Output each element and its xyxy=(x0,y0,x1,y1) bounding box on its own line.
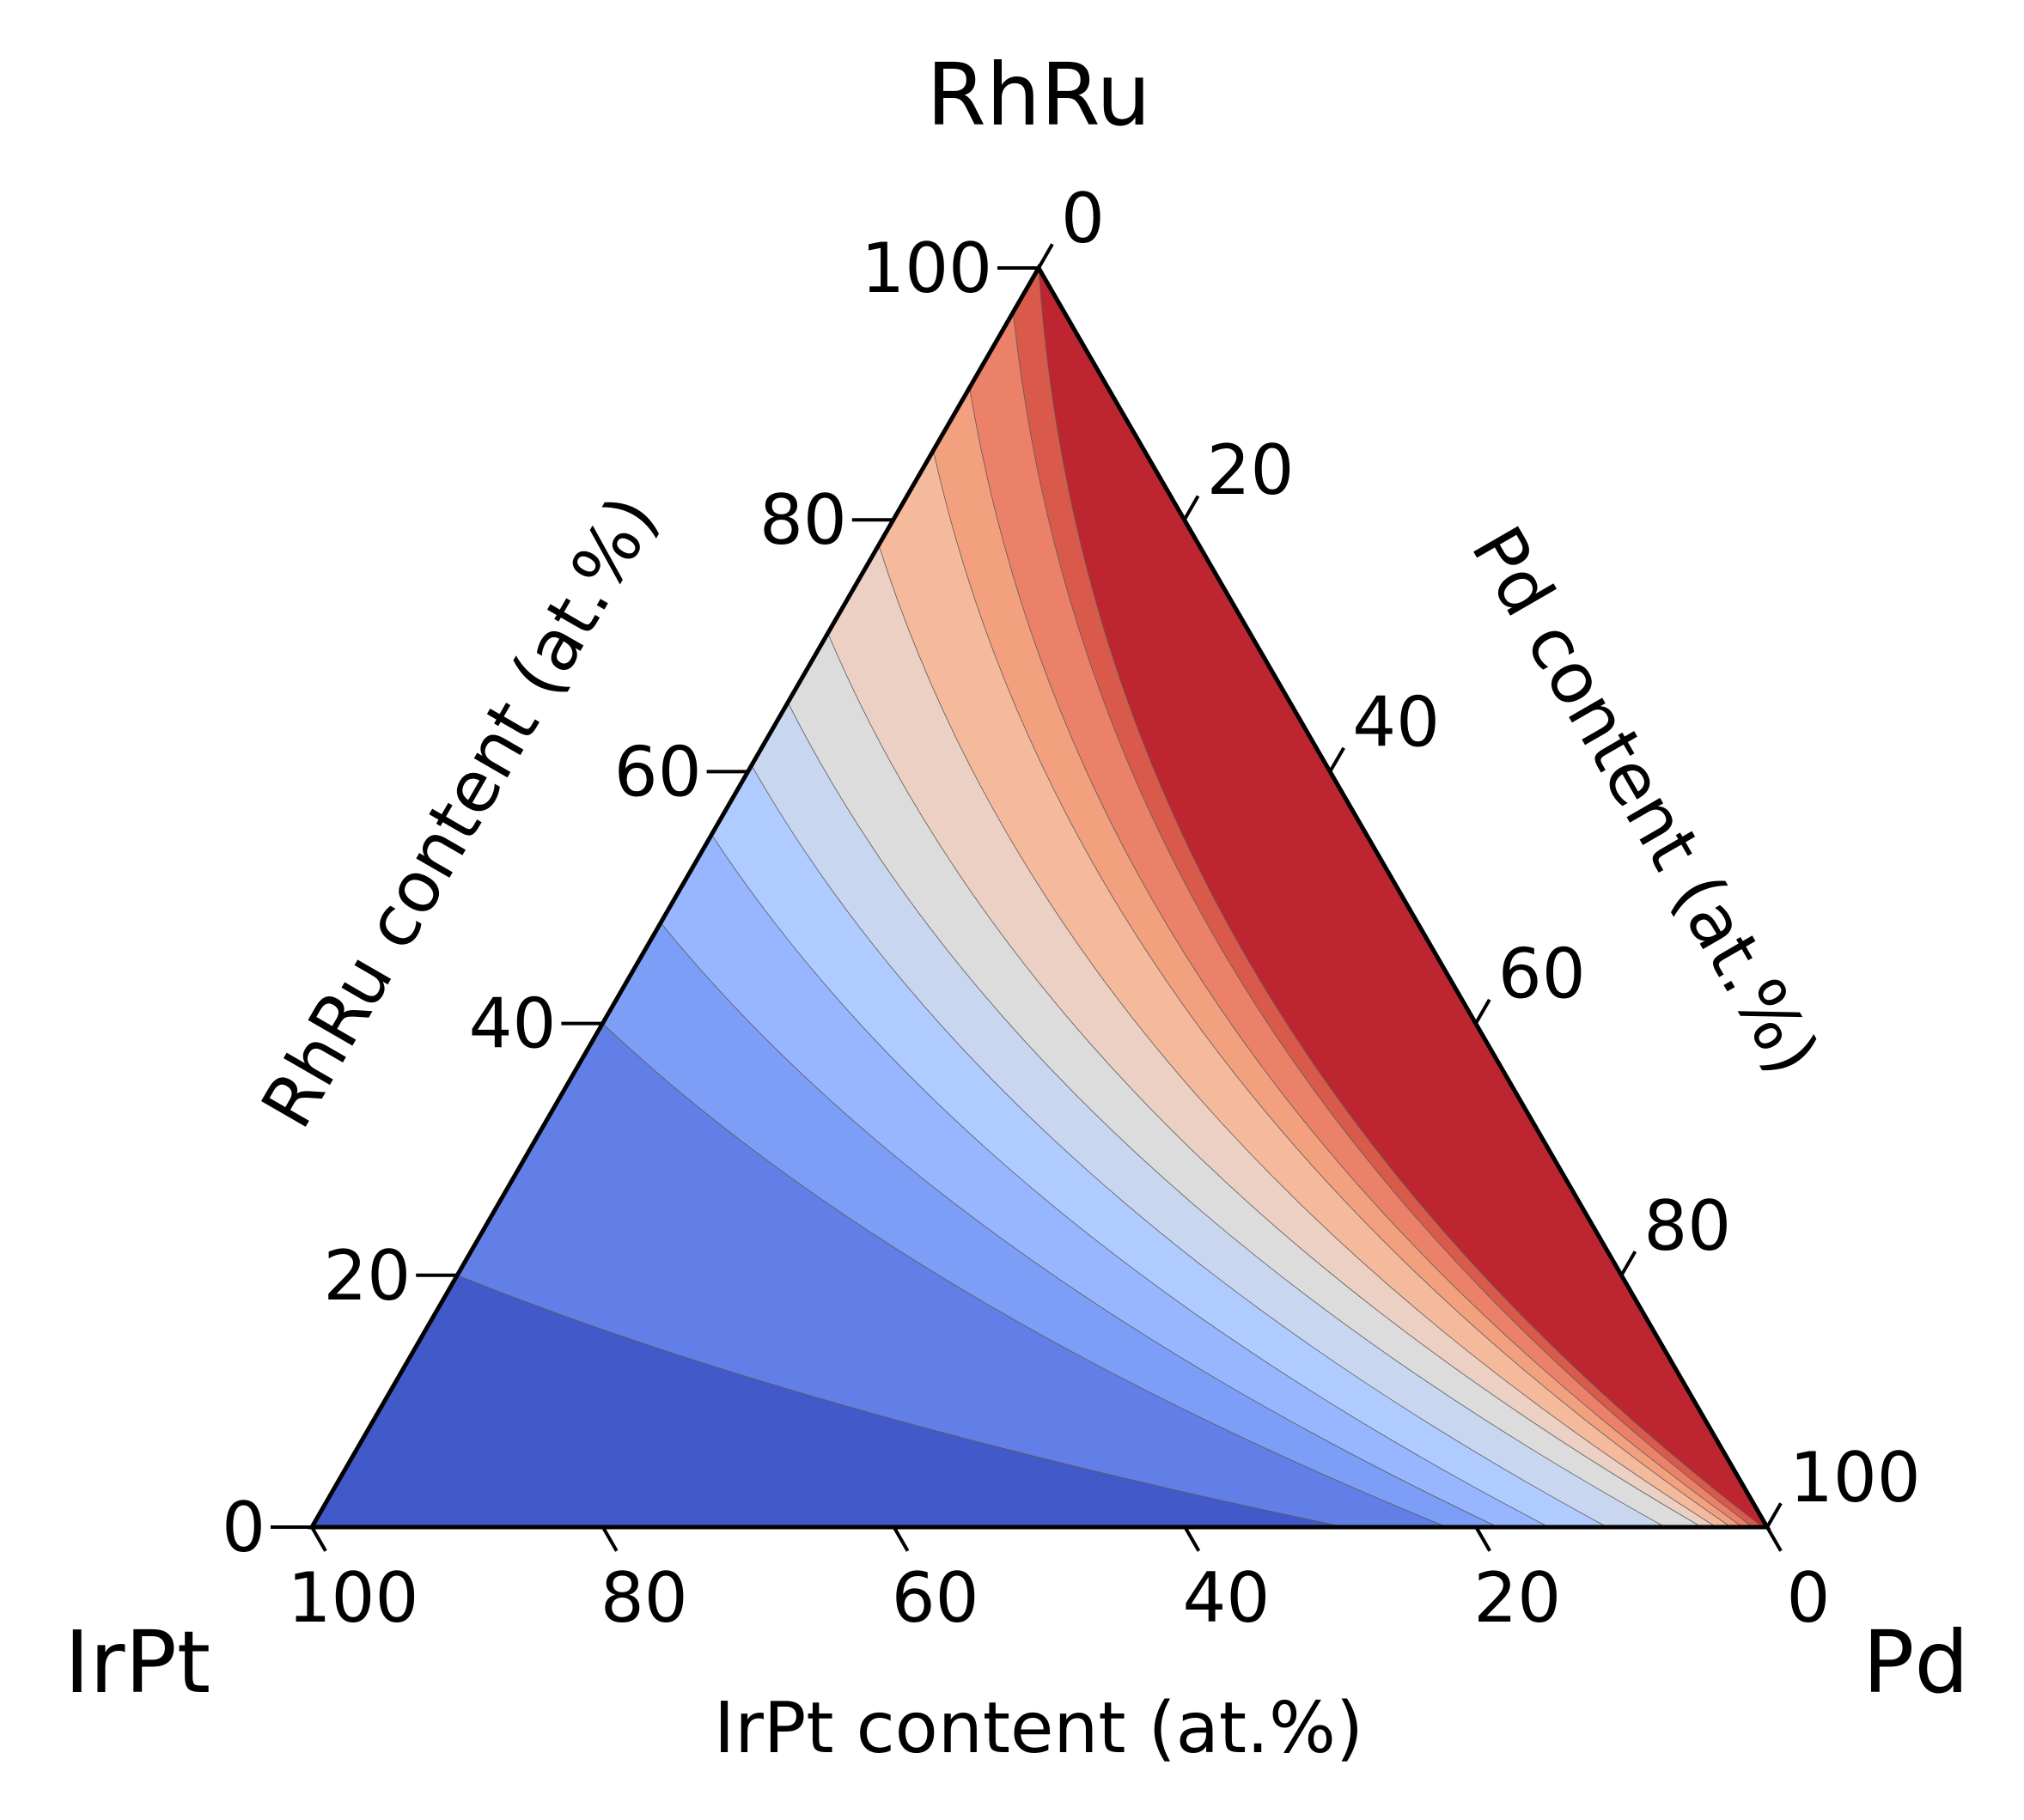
bottom-axis-tick xyxy=(1765,1525,1783,1552)
left-axis-tick-label: 100 xyxy=(861,228,992,308)
right-axis-tick-label: 100 xyxy=(1789,1438,1921,1518)
right-axis-tick-label: 20 xyxy=(1207,430,1295,510)
contour-line xyxy=(660,922,1498,1527)
right-axis-tick xyxy=(1474,998,1491,1025)
contour-line xyxy=(1012,312,1753,1527)
right-axis-tick-label: 40 xyxy=(1352,682,1440,762)
triangle-outline xyxy=(308,264,1771,1530)
bottom-axis-tick-label: 0 xyxy=(1787,1558,1831,1638)
bottom-axis-tick-label: 60 xyxy=(892,1558,979,1638)
corner-label-top: RhRu xyxy=(926,45,1150,145)
bottom-axis-tick xyxy=(892,1525,910,1552)
right-axis-tick xyxy=(1182,495,1200,521)
right-axis-tick-label: 60 xyxy=(1498,934,1586,1014)
bottom-axis-tick xyxy=(310,1525,327,1552)
bottom-axis-tick-label: 80 xyxy=(600,1558,688,1638)
contour-line xyxy=(710,834,1550,1527)
left-axis-tick-label: 0 xyxy=(222,1488,265,1567)
tick-marks: 0 20 40 60 80 100 0 20 40 60 80 100 100 80 60 40 20 0 xyxy=(222,179,1921,1638)
bottom-axis-tick xyxy=(1183,1525,1201,1552)
left-axis-tick-label: 60 xyxy=(614,732,702,812)
left-axis-tick-label: 20 xyxy=(323,1236,411,1316)
right-axis-tick xyxy=(1328,746,1345,773)
bottom-axis-tick xyxy=(1474,1525,1491,1552)
contour-lines xyxy=(457,268,1764,1527)
right-axis-tick xyxy=(1037,243,1054,270)
contour-line xyxy=(787,702,1666,1527)
contour-line xyxy=(1038,268,1764,1527)
contour-line xyxy=(602,1023,1448,1527)
contour-line xyxy=(969,387,1743,1527)
right-axis-tick xyxy=(1765,1502,1783,1529)
contour-line xyxy=(751,764,1607,1527)
bottom-axis-title: IrPt content (at.%) xyxy=(714,1688,1363,1769)
bottom-axis-tick xyxy=(601,1525,619,1552)
bottom-axis-tick-label: 100 xyxy=(288,1558,419,1638)
bottom-axis-tick-label: 20 xyxy=(1473,1558,1561,1638)
left-axis-tick-label: 40 xyxy=(469,984,557,1064)
corner-label-right: Pd xyxy=(1862,1612,1969,1713)
contour-fill xyxy=(312,268,1767,1527)
contour-line xyxy=(457,1275,1345,1527)
bottom-axis-tick-label: 40 xyxy=(1183,1558,1271,1638)
contour-line xyxy=(932,450,1731,1527)
contour-line xyxy=(878,545,1716,1527)
right-axis-tick xyxy=(1619,1251,1637,1276)
right-axis-tick-label: 0 xyxy=(1061,179,1105,259)
corner-label-left: IrPt xyxy=(64,1612,210,1713)
contour-line xyxy=(827,632,1702,1527)
right-axis-tick-label: 80 xyxy=(1643,1186,1731,1266)
left-axis-tick-label: 80 xyxy=(759,480,847,560)
